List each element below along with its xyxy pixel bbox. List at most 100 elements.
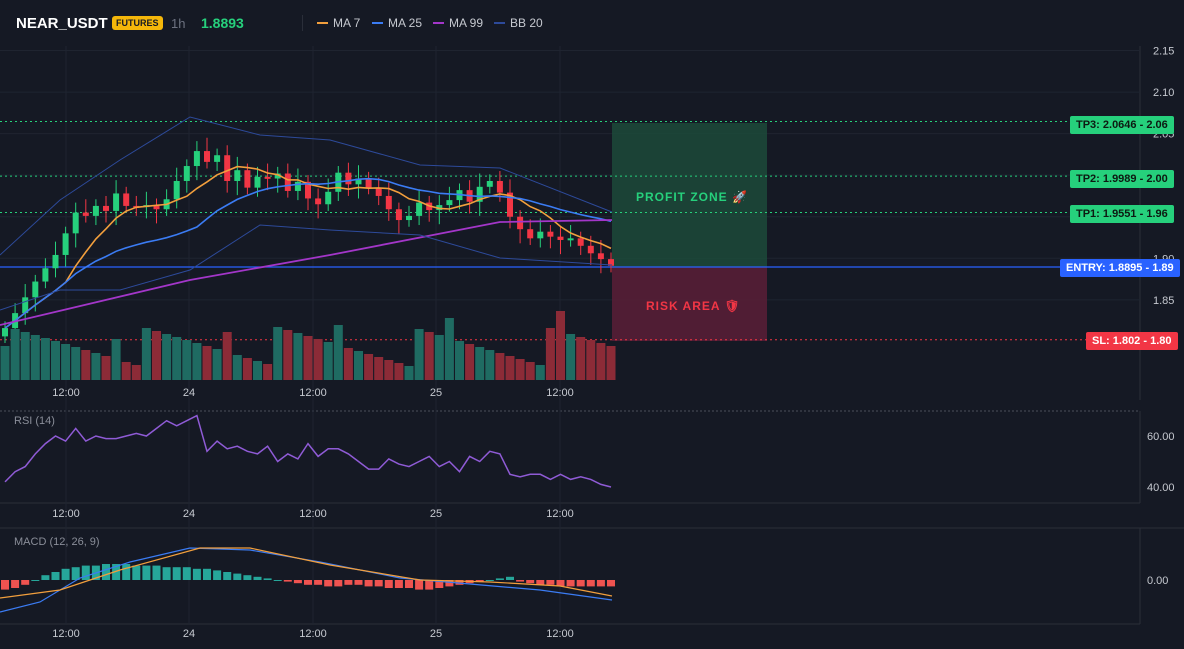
macd-hist-12	[122, 564, 131, 580]
macd-hist-37	[374, 580, 383, 587]
legend-swatch-ma7	[317, 22, 328, 24]
volume-bar-22	[222, 332, 232, 380]
candle-body-28	[284, 173, 291, 191]
macd-hist-55	[556, 580, 565, 587]
candle-body-2	[22, 297, 29, 314]
volume-bar-57	[576, 337, 586, 380]
legend-ma7[interactable]: MA 7	[317, 16, 360, 30]
candle-body-20	[204, 151, 210, 162]
rsi-line	[4, 414, 612, 488]
candle-body-5	[52, 254, 59, 269]
candle-body-36	[365, 178, 372, 188]
profit-zone	[612, 123, 767, 267]
volume-bar-26	[263, 364, 273, 380]
legend-bb20[interactable]: BB 20	[494, 16, 543, 30]
candle-body-54	[547, 231, 554, 237]
volume-bar-36	[364, 354, 374, 380]
time-tick-0-3: 25	[430, 387, 442, 399]
volume-bar-21	[212, 349, 222, 380]
macd-hist-16	[162, 567, 171, 580]
candle-body-26	[264, 176, 271, 179]
candle-body-57	[577, 238, 584, 246]
macd-hist-53	[536, 580, 545, 585]
volume-bar-49	[495, 353, 505, 380]
ma25-line	[4, 177, 612, 329]
macd-tick-0: 0.00	[1147, 575, 1168, 587]
volume-bar-0	[0, 346, 10, 380]
candle-body-52	[527, 229, 534, 239]
candle-body-55	[557, 236, 564, 240]
candle-body-18	[183, 166, 190, 181]
price-tick-0: 2.15	[1153, 46, 1174, 58]
macd-hist-30	[304, 580, 312, 585]
timeframe-label[interactable]: 1h	[171, 16, 186, 31]
time-tick-0-1: 24	[183, 387, 195, 399]
price-tick-1: 2.10	[1153, 87, 1174, 99]
candle-body-37	[375, 187, 382, 196]
macd-hist-19	[192, 568, 201, 580]
macd-line	[0, 547, 613, 613]
candle-body-21	[214, 155, 221, 162]
candle-body-7	[72, 212, 79, 234]
macd-hist-24	[243, 575, 252, 580]
candle-body-19	[193, 151, 200, 167]
volume-bar-56	[566, 334, 576, 380]
symbol-name[interactable]: NEAR_USDT	[16, 15, 108, 32]
macd-hist-28	[283, 580, 292, 582]
header-divider	[302, 15, 303, 31]
macd-hist-57	[576, 580, 585, 587]
candle-body-11	[113, 193, 120, 211]
macd-hist-51	[516, 580, 525, 582]
time-tick-2-0: 12:00	[52, 628, 80, 640]
volume-bar-37	[374, 357, 384, 380]
candle-body-58	[587, 245, 594, 254]
macd-hist-11	[112, 564, 121, 580]
volume-bar-15	[152, 331, 161, 380]
candle-body-32	[325, 191, 332, 205]
macd-hist-47	[475, 580, 484, 582]
legend-swatch-bb20	[494, 22, 505, 24]
volume-bar-20	[202, 346, 212, 380]
volume-bar-1	[10, 329, 20, 380]
tp2-tag: TP2: 1.9989 - 2.00	[1070, 170, 1174, 188]
legend-ma99[interactable]: MA 99	[433, 16, 483, 30]
candle-body-34	[345, 172, 352, 185]
volume-bar-23	[232, 355, 242, 380]
macd-hist-33	[334, 580, 343, 587]
time-tick-1-4: 12:00	[546, 508, 574, 520]
volume-bar-11	[111, 339, 121, 380]
macd-hist-49	[495, 578, 504, 580]
candle-body-60	[608, 259, 614, 266]
legend-ma25[interactable]: MA 25	[372, 16, 422, 30]
macd-hist-59	[596, 580, 605, 587]
volume-bar-59	[596, 343, 606, 380]
volume-bar-31	[313, 339, 323, 380]
macd-hist-1	[11, 580, 20, 588]
macd-hist-42	[425, 580, 434, 590]
macd-hist-7	[71, 567, 80, 580]
macd-hist-27	[273, 580, 282, 581]
macd-hist-26	[263, 578, 272, 580]
volume-bar-2	[20, 332, 30, 380]
last-price: 1.8893	[201, 15, 244, 31]
volume-bar-32	[323, 342, 333, 380]
volume-bar-42	[424, 332, 434, 380]
futures-badge: FUTURES	[112, 16, 163, 30]
candle-body-29	[294, 181, 301, 191]
volume-bar-51	[515, 359, 525, 380]
legend-swatch-ma25	[372, 22, 383, 24]
volume-bar-25	[253, 361, 262, 380]
time-tick-2-4: 12:00	[546, 628, 574, 640]
volume-bar-19	[192, 343, 202, 380]
volume-bar-33	[333, 325, 343, 380]
macd-hist-56	[566, 580, 575, 587]
macd-hist-13	[132, 565, 141, 580]
time-tick-2-1: 24	[183, 628, 195, 640]
macd-hist-60	[607, 580, 615, 587]
volume-bar-48	[485, 350, 495, 380]
macd-hist-4	[41, 575, 50, 580]
volume-bar-10	[101, 356, 111, 380]
macd-hist-3	[31, 580, 40, 581]
volume-bar-52	[525, 362, 535, 380]
